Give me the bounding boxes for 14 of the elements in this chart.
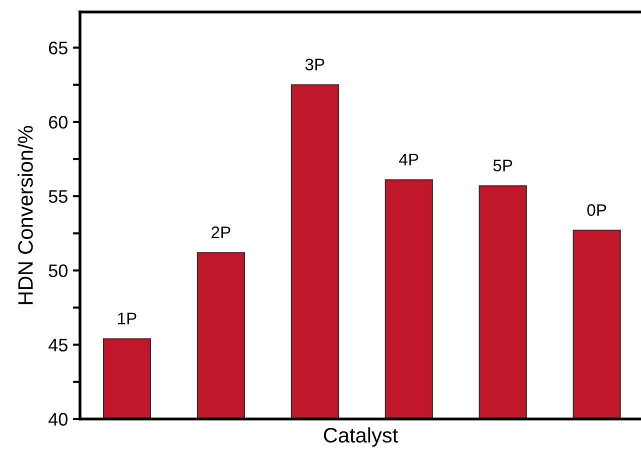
x-tick-label: 3P <box>305 58 324 70</box>
y-axis-title: HDN Conversion/% <box>18 126 33 304</box>
y-tick-label: 65 <box>49 42 68 54</box>
x-tick-label: 4P <box>399 154 418 166</box>
x-tick-label: 2P <box>212 226 230 238</box>
y-tick-label: 55 <box>48 190 68 203</box>
x-tick-label: 5P <box>493 160 512 172</box>
x-axis-title: Catalyst <box>324 427 398 447</box>
y-tick-label: 45 <box>48 338 68 352</box>
y-tick-label: 60 <box>49 116 68 129</box>
x-tick-label: 1P <box>118 312 136 324</box>
x-tick-label: 0P <box>587 204 606 216</box>
y-tick-label: 50 <box>48 264 68 278</box>
y-tick-label: 40 <box>48 412 68 426</box>
